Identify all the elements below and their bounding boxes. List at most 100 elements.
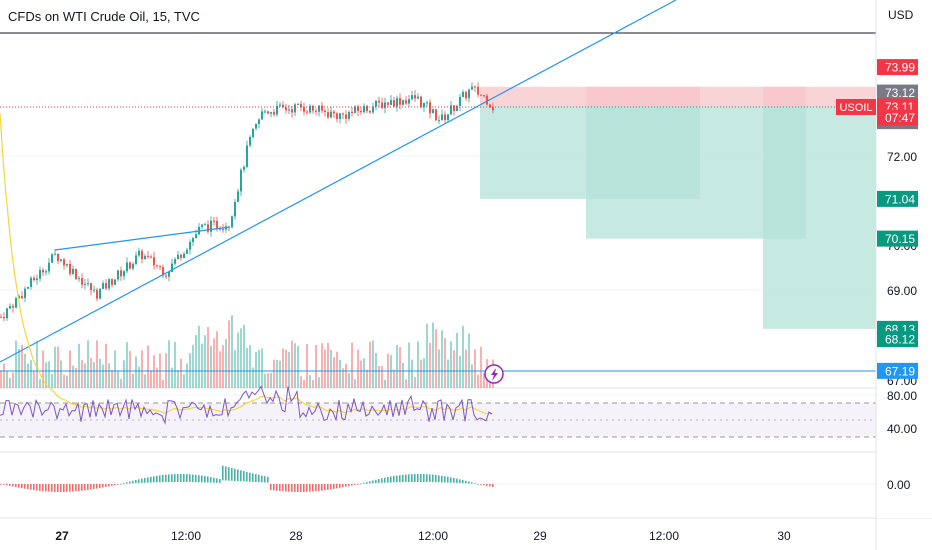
candle [162,267,164,276]
candle [24,288,26,299]
candle [438,120,440,122]
candle [354,106,356,113]
volume-bar [51,373,53,388]
price-labels: 73.9973.1273.1273.1273.1107:4771.0470.15… [877,59,918,379]
candle [417,96,419,99]
volume-bar [204,335,206,388]
time-label: 12:00 [418,529,448,543]
macd-bar [264,476,266,483]
macd-bar [120,483,122,485]
take-profit-zone [763,105,876,329]
candle [0,316,2,318]
short-position-tools[interactable] [480,86,876,329]
macd-bar [15,484,17,488]
candle [18,296,20,299]
candle [414,95,416,99]
macd-bar [261,475,263,483]
candle [12,306,14,308]
candle [471,86,473,90]
rsi-ma-line [0,113,493,415]
candle [339,113,341,119]
candle [177,254,179,260]
macd-bar [486,484,488,486]
volume-bar [462,325,464,388]
volume-bar [0,370,2,388]
price-tick: 69.00 [887,284,917,298]
candle [453,105,455,112]
candle [165,275,167,277]
volume-bar [357,349,359,388]
volume-bar [135,356,137,388]
candle [351,112,353,114]
volume-bar [33,370,35,388]
price-label-bg [877,59,918,76]
macd-bar [459,479,461,484]
candle [135,255,137,264]
alert-icon[interactable] [484,364,504,384]
volume-bar [126,342,128,388]
channel-trendline[interactable] [54,226,231,251]
price-label-bg [877,84,918,101]
volume-bar [186,363,188,388]
macd-bar [330,484,332,490]
volume-bar [252,367,254,388]
macd-bar [267,476,269,483]
candle [243,166,245,170]
macd-bar [168,474,170,483]
candle [153,257,155,266]
candle [3,316,5,319]
candle [207,224,209,232]
volume-bar [222,345,224,388]
macd-bar [213,477,215,483]
price-candles [0,82,494,322]
macd-bar [408,474,410,483]
candle [108,279,110,289]
candle [210,220,212,232]
volume-bar [351,342,353,388]
volume-bar [120,378,122,388]
price-label-bg [877,109,918,126]
macd-bar [444,476,446,483]
candle [384,102,386,109]
candle [141,250,143,260]
candle [435,109,437,121]
candle [180,254,182,258]
candle [387,102,389,105]
candle [486,95,488,105]
candle [450,105,452,115]
candle [378,100,380,103]
macd-bar [447,476,449,483]
volume-bar [384,379,386,388]
candle [147,255,149,257]
candle [231,216,233,228]
volume-bar [435,329,437,388]
macd-bar [90,484,92,490]
volume-bar [54,346,56,388]
candle [459,97,461,106]
macd-bar [363,482,365,484]
candle [264,111,266,113]
volume-bar [96,340,98,388]
macd-bar [111,484,113,486]
volume-bar [267,373,269,388]
candle [294,104,296,113]
macd-bar [288,484,290,492]
rising-trendline[interactable] [0,0,677,363]
candle [330,111,332,118]
macd-bar [207,476,209,483]
volume-bar [312,379,314,388]
macd-bar [336,484,338,489]
volume-bar [177,370,179,388]
candle [363,105,365,113]
volume-bar [144,374,146,388]
candle [255,124,257,129]
volume-bar [465,349,467,388]
volume-bar [102,364,104,388]
candle [168,272,170,277]
volume-bar [396,344,398,388]
volume-bar [201,343,203,388]
volume-bar [9,377,11,388]
macd-bar [441,475,443,483]
candle [33,277,35,281]
